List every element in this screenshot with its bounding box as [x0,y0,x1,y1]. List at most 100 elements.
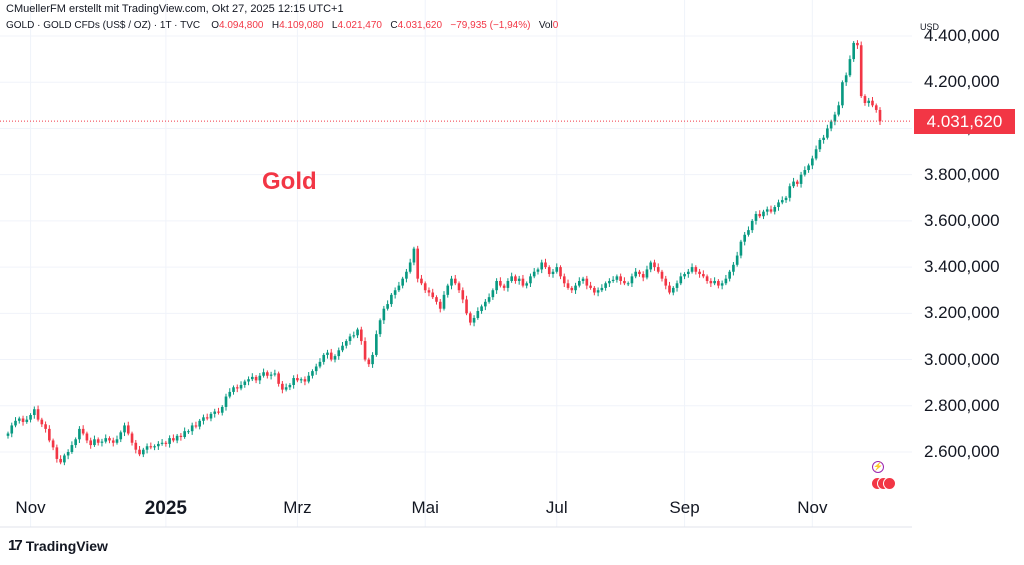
time-tick-label: Mrz [283,498,312,517]
candle-body [585,278,589,286]
candle-body [506,280,510,288]
candle-body [104,438,108,442]
price-tick-label: 2.600,000 [924,442,1000,461]
candle-body [871,100,874,106]
price-tick-label: 4.400,000 [924,26,1000,45]
candle-body [589,285,592,288]
candle-body [386,304,389,309]
candle-body [762,211,765,217]
candle-body [420,278,423,284]
candle-body [720,283,724,286]
chart-title: Gold [262,168,317,195]
candle-body [239,384,243,389]
candle-body [645,269,649,278]
candle-body [119,432,123,440]
candle-body [25,419,29,422]
candle-body [811,158,814,166]
candle-body [615,276,619,280]
price-tick-label: 2.800,000 [924,395,1000,415]
candle-body [254,376,258,381]
candle-body [690,267,694,272]
candle-body [818,140,822,150]
candle-body [750,220,754,231]
candle-body [130,433,134,443]
candle-body [484,301,487,307]
high-value: 4.109,080 [279,20,324,31]
candle-body [36,409,40,420]
candle-body [795,181,799,184]
candle-body [686,271,690,275]
candle-body [717,280,720,286]
candle-body [299,379,303,381]
candle-body [754,213,758,221]
candle-body [773,207,777,212]
candle-body [668,285,671,293]
candle-body [235,387,239,389]
candle-body [453,278,457,284]
candle-body [111,440,115,443]
candle-body [89,440,93,446]
candle-body [461,290,465,300]
time-tick-label: Mai [411,498,439,517]
candle-body [521,278,525,286]
last-price-badge: 4.031,620 [914,109,1015,134]
tradingview-logo-icon: 17 [8,537,23,554]
candle-body [318,361,322,367]
candle-body [172,438,175,441]
candle-body [213,411,217,414]
candle-body [382,308,386,321]
candle-body [679,276,683,284]
candle-body [826,128,829,138]
candle-body [322,354,326,362]
candle-body [108,438,111,441]
event-flash-icon[interactable]: ⚡ [872,461,884,473]
candle-body [765,209,769,212]
tradingview-brand[interactable]: 17 TradingView [8,537,108,554]
event-flag-us-icon[interactable] [883,477,896,490]
candle-body [307,375,311,382]
price-tick-label: 3.200,000 [924,303,1000,323]
candle-body [217,411,220,413]
candle-body [367,359,371,365]
time-tick-label: Jul [545,498,568,517]
candle-body [630,276,634,284]
candle-body [29,415,32,420]
candle-body [638,271,641,275]
candle-body [96,439,100,443]
candle-body [250,376,254,380]
candle-body [724,278,728,284]
candle-body [262,372,265,376]
candle-body [562,276,566,284]
candle-body [532,271,536,277]
candle-body [205,417,209,419]
candle-body [780,200,784,203]
candle-body [134,442,138,450]
candle-body [656,267,660,272]
candle-body [735,255,739,265]
candle-body [63,455,66,463]
candle-body [138,449,141,455]
symbol-name[interactable]: GOLD · GOLD CFDs (US$ / OZ) · 1T · TVC [6,20,201,31]
candle-body [867,100,871,104]
candle-body [844,75,848,83]
time-tick-label: Nov [797,498,828,517]
candle-body [70,445,74,452]
candle-body [551,271,555,275]
candle-body [416,248,420,279]
candle-body [878,109,882,122]
candle-body [859,45,863,97]
candle-body [10,425,14,434]
candle-body [641,274,645,278]
candle-body [93,439,96,446]
candle-body [438,301,442,309]
candle-body [329,352,333,360]
candle-body [314,366,318,372]
open-value: 4.094,800 [219,20,264,31]
close-label: C [390,20,398,31]
candle-body [758,213,762,217]
currency-label: USD [920,22,940,32]
candle-body [698,271,701,275]
candle-body [747,230,750,235]
candle-body [574,285,577,291]
candle-body [333,356,337,360]
